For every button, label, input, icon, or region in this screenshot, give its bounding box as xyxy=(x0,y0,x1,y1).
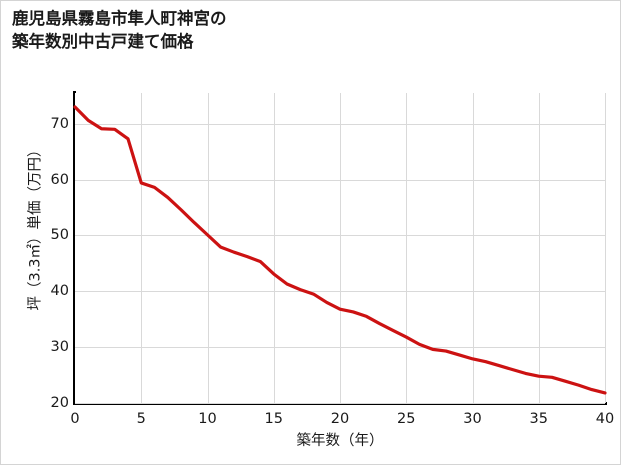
x-axis-label: 築年数（年） xyxy=(296,433,384,449)
y-tick-label-40: 40 xyxy=(50,283,69,300)
y-axis-label: 坪（3.3㎡）単価（万円） xyxy=(27,142,44,311)
x-tick-label-0: 0 xyxy=(70,411,80,427)
x-tick-label-40: 40 xyxy=(595,411,615,427)
x-axis-ticks: 0 5 10 15 20 25 30 35 40 xyxy=(70,405,614,431)
x-tick-label-25: 25 xyxy=(397,411,416,427)
gridline-x-5 xyxy=(141,93,143,403)
series-polyline xyxy=(73,105,607,395)
gridline-x-25 xyxy=(406,93,408,403)
y-tick-label-30: 30 xyxy=(50,339,69,356)
x-tick-label-10: 10 xyxy=(198,411,217,427)
gridline-x-15 xyxy=(273,93,275,403)
y-tick-label-20: 20 xyxy=(50,395,69,411)
chart-title: 鹿児島県霧島市隼人町神宮の 築年数別中古戸建て価格 xyxy=(12,9,227,52)
y-tick-label-50: 50 xyxy=(50,227,69,244)
y-axis-ticks: 70 60 50 40 30 20 xyxy=(17,93,69,411)
gridline-x-20 xyxy=(340,93,341,403)
gridline-x-10 xyxy=(207,93,209,403)
x-tick-label-30: 30 xyxy=(463,411,482,427)
plot-area xyxy=(73,93,607,404)
x-tick-label-35: 35 xyxy=(529,411,548,427)
x-tick-label-5: 5 xyxy=(136,411,146,427)
gridline-x-35 xyxy=(538,93,540,403)
y-axis-spine xyxy=(73,91,76,405)
series-line-chart xyxy=(73,105,607,395)
gridline-x-30 xyxy=(472,93,474,403)
y-tick-label-60: 60 xyxy=(50,171,69,188)
x-tick-label-15: 15 xyxy=(264,411,283,427)
x-tick-label-20: 20 xyxy=(330,411,350,427)
gridline-x-40 xyxy=(605,93,606,403)
gridline-y-20 xyxy=(75,403,605,404)
y-tick-label-70: 70 xyxy=(50,115,69,132)
